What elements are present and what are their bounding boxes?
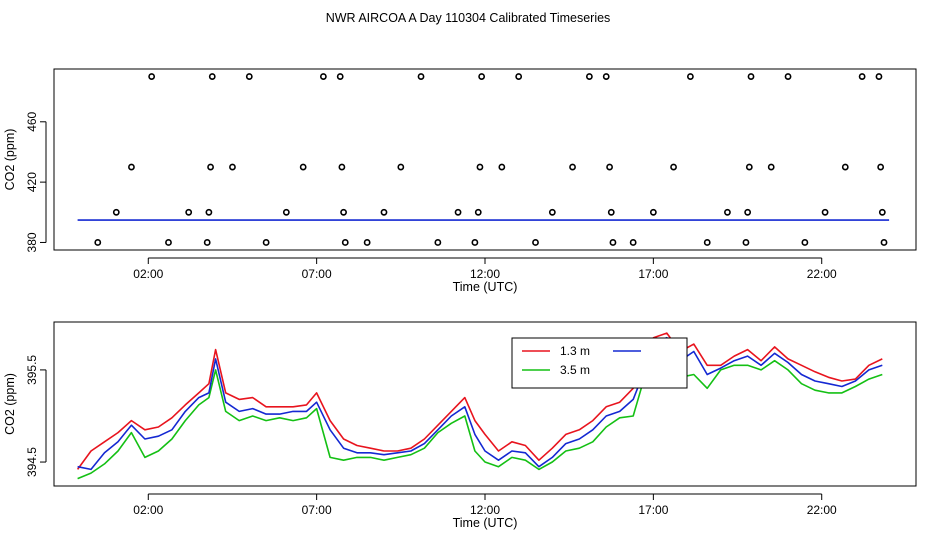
- plot-frame: [53, 68, 917, 251]
- x-tick-label: 17:00: [638, 267, 668, 281]
- data-point: [478, 73, 486, 80]
- data-point: [747, 73, 755, 80]
- y-tick-label: 395.5: [25, 355, 39, 385]
- data-point: [282, 208, 290, 216]
- data-point: [607, 208, 615, 216]
- data-point: [474, 208, 482, 216]
- data-point: [858, 73, 866, 80]
- legend-label: 1.3 m: [560, 344, 590, 358]
- x-tick-label: 12:00: [470, 267, 500, 281]
- data-point: [745, 163, 753, 171]
- data-point: [744, 208, 752, 216]
- data-point: [784, 73, 792, 80]
- data-point: [208, 73, 216, 80]
- x-tick-label: 02:00: [133, 503, 163, 517]
- data-point: [205, 208, 213, 216]
- data-point: [606, 163, 613, 171]
- data-point: [380, 208, 388, 216]
- plot-frame: [53, 321, 917, 487]
- data-point: [532, 239, 539, 246]
- y-tick-label: 460: [25, 111, 39, 131]
- series-line-blue: [77, 336, 883, 471]
- y-axis-label: CO2 (ppm): [3, 129, 17, 191]
- data-point: [767, 163, 775, 171]
- data-point: [880, 239, 888, 246]
- data-point: [686, 73, 694, 80]
- data-point: [341, 239, 349, 246]
- data-point: [875, 73, 883, 80]
- x-tick-label: 12:00: [470, 503, 500, 517]
- data-point: [569, 163, 576, 171]
- series-line-1-3-m: [76, 332, 883, 470]
- chart-panel-top: 02:00 07:00 12:00 17:00 22:00 Time (UTC) 380 42…: [3, 68, 917, 294]
- data-point: [629, 239, 637, 246]
- data-point: [319, 73, 327, 80]
- data-point: [148, 73, 156, 80]
- y-tick-label: 420: [25, 172, 39, 192]
- x-tick-label: 17:00: [638, 503, 668, 517]
- data-point: [207, 163, 214, 171]
- data-point: [112, 208, 120, 216]
- data-point: [336, 73, 344, 80]
- data-point: [417, 73, 425, 80]
- data-point: [229, 163, 236, 171]
- x-axis-label: Time (UTC): [453, 280, 518, 294]
- x-tick-label: 07:00: [302, 503, 332, 517]
- page-title: NWR AIRCOA A Day 110304 Calibrated Times…: [326, 11, 611, 25]
- data-point: [245, 73, 253, 80]
- x-tick-label: 02:00: [133, 267, 163, 281]
- data-point: [585, 73, 593, 80]
- x-tick-label: 07:00: [302, 267, 332, 281]
- data-point: [262, 239, 270, 246]
- data-point: [878, 208, 886, 216]
- data-point: [841, 163, 849, 171]
- y-tick-label: 394.5: [25, 447, 39, 477]
- data-point: [649, 208, 657, 216]
- data-point: [821, 208, 829, 216]
- series-line-3-5-m: [77, 341, 883, 480]
- data-point: [877, 163, 885, 171]
- data-point: [742, 239, 750, 246]
- x-axis-label: Time (UTC): [453, 516, 518, 530]
- data-point: [340, 208, 347, 216]
- data-point: [434, 239, 442, 246]
- data-point: [454, 208, 462, 216]
- legend-box: [511, 337, 688, 389]
- x-tick-label: 22:00: [807, 503, 837, 517]
- data-point: [498, 163, 506, 171]
- data-point: [609, 239, 617, 246]
- x-tick-label: 22:00: [807, 267, 837, 281]
- data-point: [471, 239, 479, 246]
- data-point: [94, 239, 102, 246]
- data-point: [128, 163, 135, 171]
- data-point: [548, 208, 556, 216]
- data-point: [299, 163, 307, 171]
- data-point: [703, 239, 711, 246]
- data-point: [363, 239, 371, 246]
- legend-label: 3.5 m: [560, 363, 590, 377]
- data-point: [801, 239, 809, 246]
- data-point: [165, 239, 172, 246]
- data-point: [724, 208, 731, 216]
- data-point: [670, 163, 677, 171]
- data-point: [397, 163, 405, 171]
- data-point: [476, 163, 484, 171]
- data-point: [185, 208, 193, 216]
- data-point: [515, 73, 523, 80]
- y-axis-label: CO2 (ppm): [3, 373, 17, 435]
- data-point: [203, 239, 211, 246]
- chart-panel-bottom: 02:00 07:00 12:00 17:00 22:00 Time (UTC) 394.5…: [3, 321, 917, 530]
- data-point: [602, 73, 610, 80]
- y-tick-label: 380: [25, 232, 39, 252]
- data-point: [338, 163, 346, 171]
